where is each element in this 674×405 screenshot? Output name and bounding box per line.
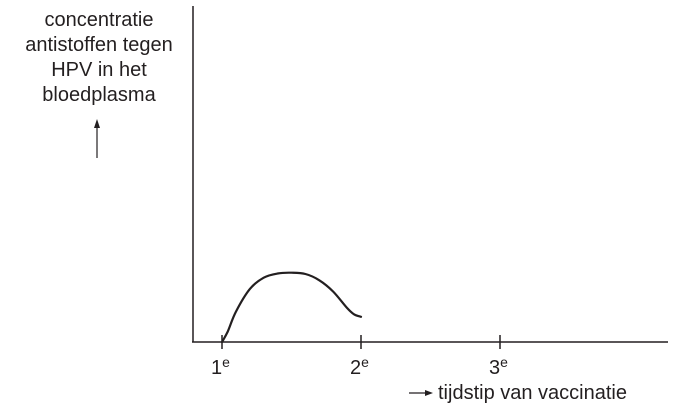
x-tick-label: 1e (211, 352, 230, 378)
x-tick-label: 3e (489, 352, 508, 378)
series-line (220, 271, 363, 344)
tick-number: 1 (211, 357, 223, 379)
tick-number: 3 (489, 357, 501, 379)
tick-suffix: e (222, 354, 230, 370)
tick-number: 2 (350, 357, 362, 379)
y-axis-label-line: antistoffen tegen (25, 34, 173, 56)
y-axis-arrow-icon (94, 119, 100, 128)
y-axis-label-line: HPV in het (51, 59, 147, 81)
x-axis-arrow-icon (425, 390, 433, 396)
y-axis-label-line: concentratie (44, 9, 154, 31)
tick-suffix: e (361, 354, 369, 370)
x-tick-label: 2e (350, 352, 369, 378)
tick-suffix: e (500, 354, 508, 370)
x-axis-label: tijdstip van vaccinatie (438, 382, 627, 404)
y-axis-label: concentratie antistoffen tegen HPV in he… (0, 8, 198, 108)
y-axis-label-line: bloedplasma (42, 84, 156, 106)
